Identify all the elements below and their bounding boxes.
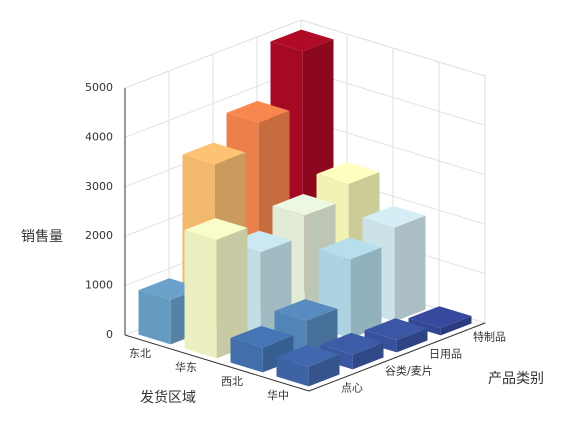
bar-top bbox=[272, 193, 336, 216]
bar-side bbox=[350, 247, 382, 339]
bar-top bbox=[270, 29, 334, 52]
bar-front bbox=[230, 337, 263, 373]
bar-top bbox=[320, 332, 384, 355]
bar-front bbox=[184, 229, 217, 359]
y-tick-label: 0 bbox=[106, 328, 113, 341]
bar-top bbox=[316, 162, 380, 184]
x-tick-label: 东北 bbox=[129, 347, 151, 360]
bar bbox=[408, 306, 472, 336]
bar bbox=[364, 318, 428, 353]
bar-side bbox=[396, 328, 428, 353]
bar-front bbox=[138, 290, 171, 345]
x-axis bbox=[124, 334, 310, 392]
bar-top bbox=[184, 218, 248, 240]
y-tick-label: 2000 bbox=[85, 229, 113, 242]
bar-top bbox=[226, 100, 290, 123]
y-tick-label: 5000 bbox=[85, 81, 113, 94]
depth-tick-label: 点心 bbox=[341, 382, 363, 395]
bar-top bbox=[318, 237, 382, 260]
bar bbox=[184, 218, 248, 359]
bar-side bbox=[216, 227, 248, 359]
bar-side bbox=[308, 354, 340, 387]
bar-side bbox=[352, 342, 384, 370]
x-tick-label: 华中 bbox=[267, 388, 289, 402]
depth-tick-label: 日用品 bbox=[429, 348, 462, 361]
depth-axis-label: 产品类别 bbox=[488, 371, 544, 387]
x-tick-label: 西北 bbox=[221, 375, 243, 388]
y-tick-label: 4000 bbox=[85, 130, 113, 143]
x-tick-label: 华东 bbox=[175, 360, 197, 374]
bar-top bbox=[408, 306, 472, 328]
depth-tick-label: 谷类/麦片 bbox=[385, 364, 433, 378]
bar-top bbox=[276, 344, 340, 367]
bar-top bbox=[362, 205, 426, 228]
bar-top bbox=[230, 325, 294, 348]
bar-front bbox=[408, 318, 441, 336]
bar bbox=[276, 344, 340, 387]
bar-top bbox=[364, 318, 428, 340]
bar-top bbox=[274, 299, 338, 321]
bar-front bbox=[276, 356, 309, 387]
grid-line bbox=[124, 19, 486, 89]
y-tick-label: 3000 bbox=[85, 180, 113, 193]
x-axis-label: 发货区域 bbox=[140, 389, 196, 406]
bar-front bbox=[364, 330, 397, 353]
bar-top bbox=[182, 142, 246, 165]
bar-side bbox=[440, 316, 472, 336]
depth-axis bbox=[308, 322, 486, 392]
y-axis-label: 销售量 bbox=[21, 229, 63, 245]
y-tick-label: 1000 bbox=[85, 279, 113, 292]
bar-side bbox=[394, 215, 426, 322]
depth-tick-label: 特制品 bbox=[473, 330, 506, 344]
